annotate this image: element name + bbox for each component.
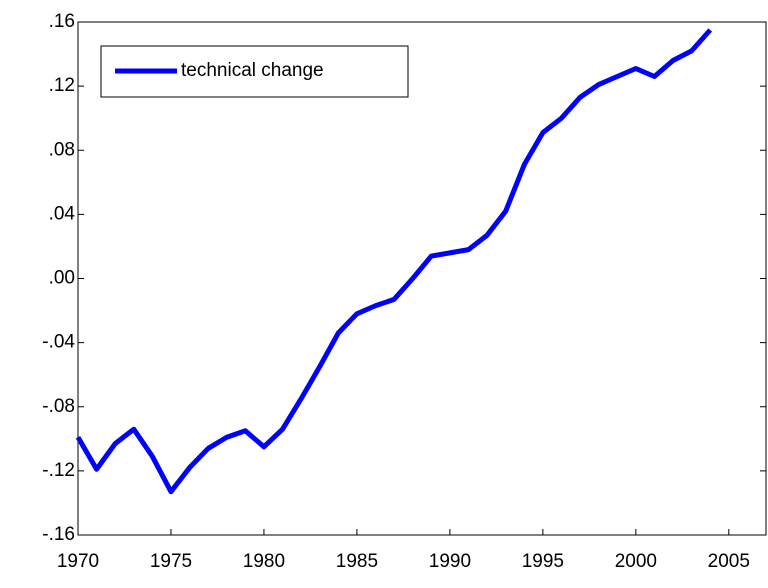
x-tick-label: 1980 <box>243 551 285 572</box>
y-tick-label: .00 <box>49 268 75 289</box>
plot-frame <box>77 21 767 536</box>
y-tick-label: .16 <box>49 11 75 32</box>
x-tick-label: 1985 <box>336 551 378 572</box>
y-tick-label: -.16 <box>42 524 75 545</box>
y-tick-label: -.12 <box>42 460 75 481</box>
legend-label: technical change <box>181 60 324 81</box>
x-tick-label: 1970 <box>57 551 99 572</box>
x-tick-label: 1975 <box>150 551 192 572</box>
x-tick-label: 2005 <box>708 551 750 572</box>
y-tick-label: -.08 <box>42 396 75 417</box>
x-tick-label: 2000 <box>615 551 657 572</box>
line-series <box>75 28 713 495</box>
x-tick-label: 1990 <box>429 551 471 572</box>
y-tick-label: .04 <box>49 203 76 224</box>
y-tick-label: .12 <box>49 75 75 96</box>
y-tick-label: -.04 <box>42 332 75 353</box>
y-tick-label: .08 <box>49 139 75 160</box>
x-tick-label: 1995 <box>522 551 564 572</box>
